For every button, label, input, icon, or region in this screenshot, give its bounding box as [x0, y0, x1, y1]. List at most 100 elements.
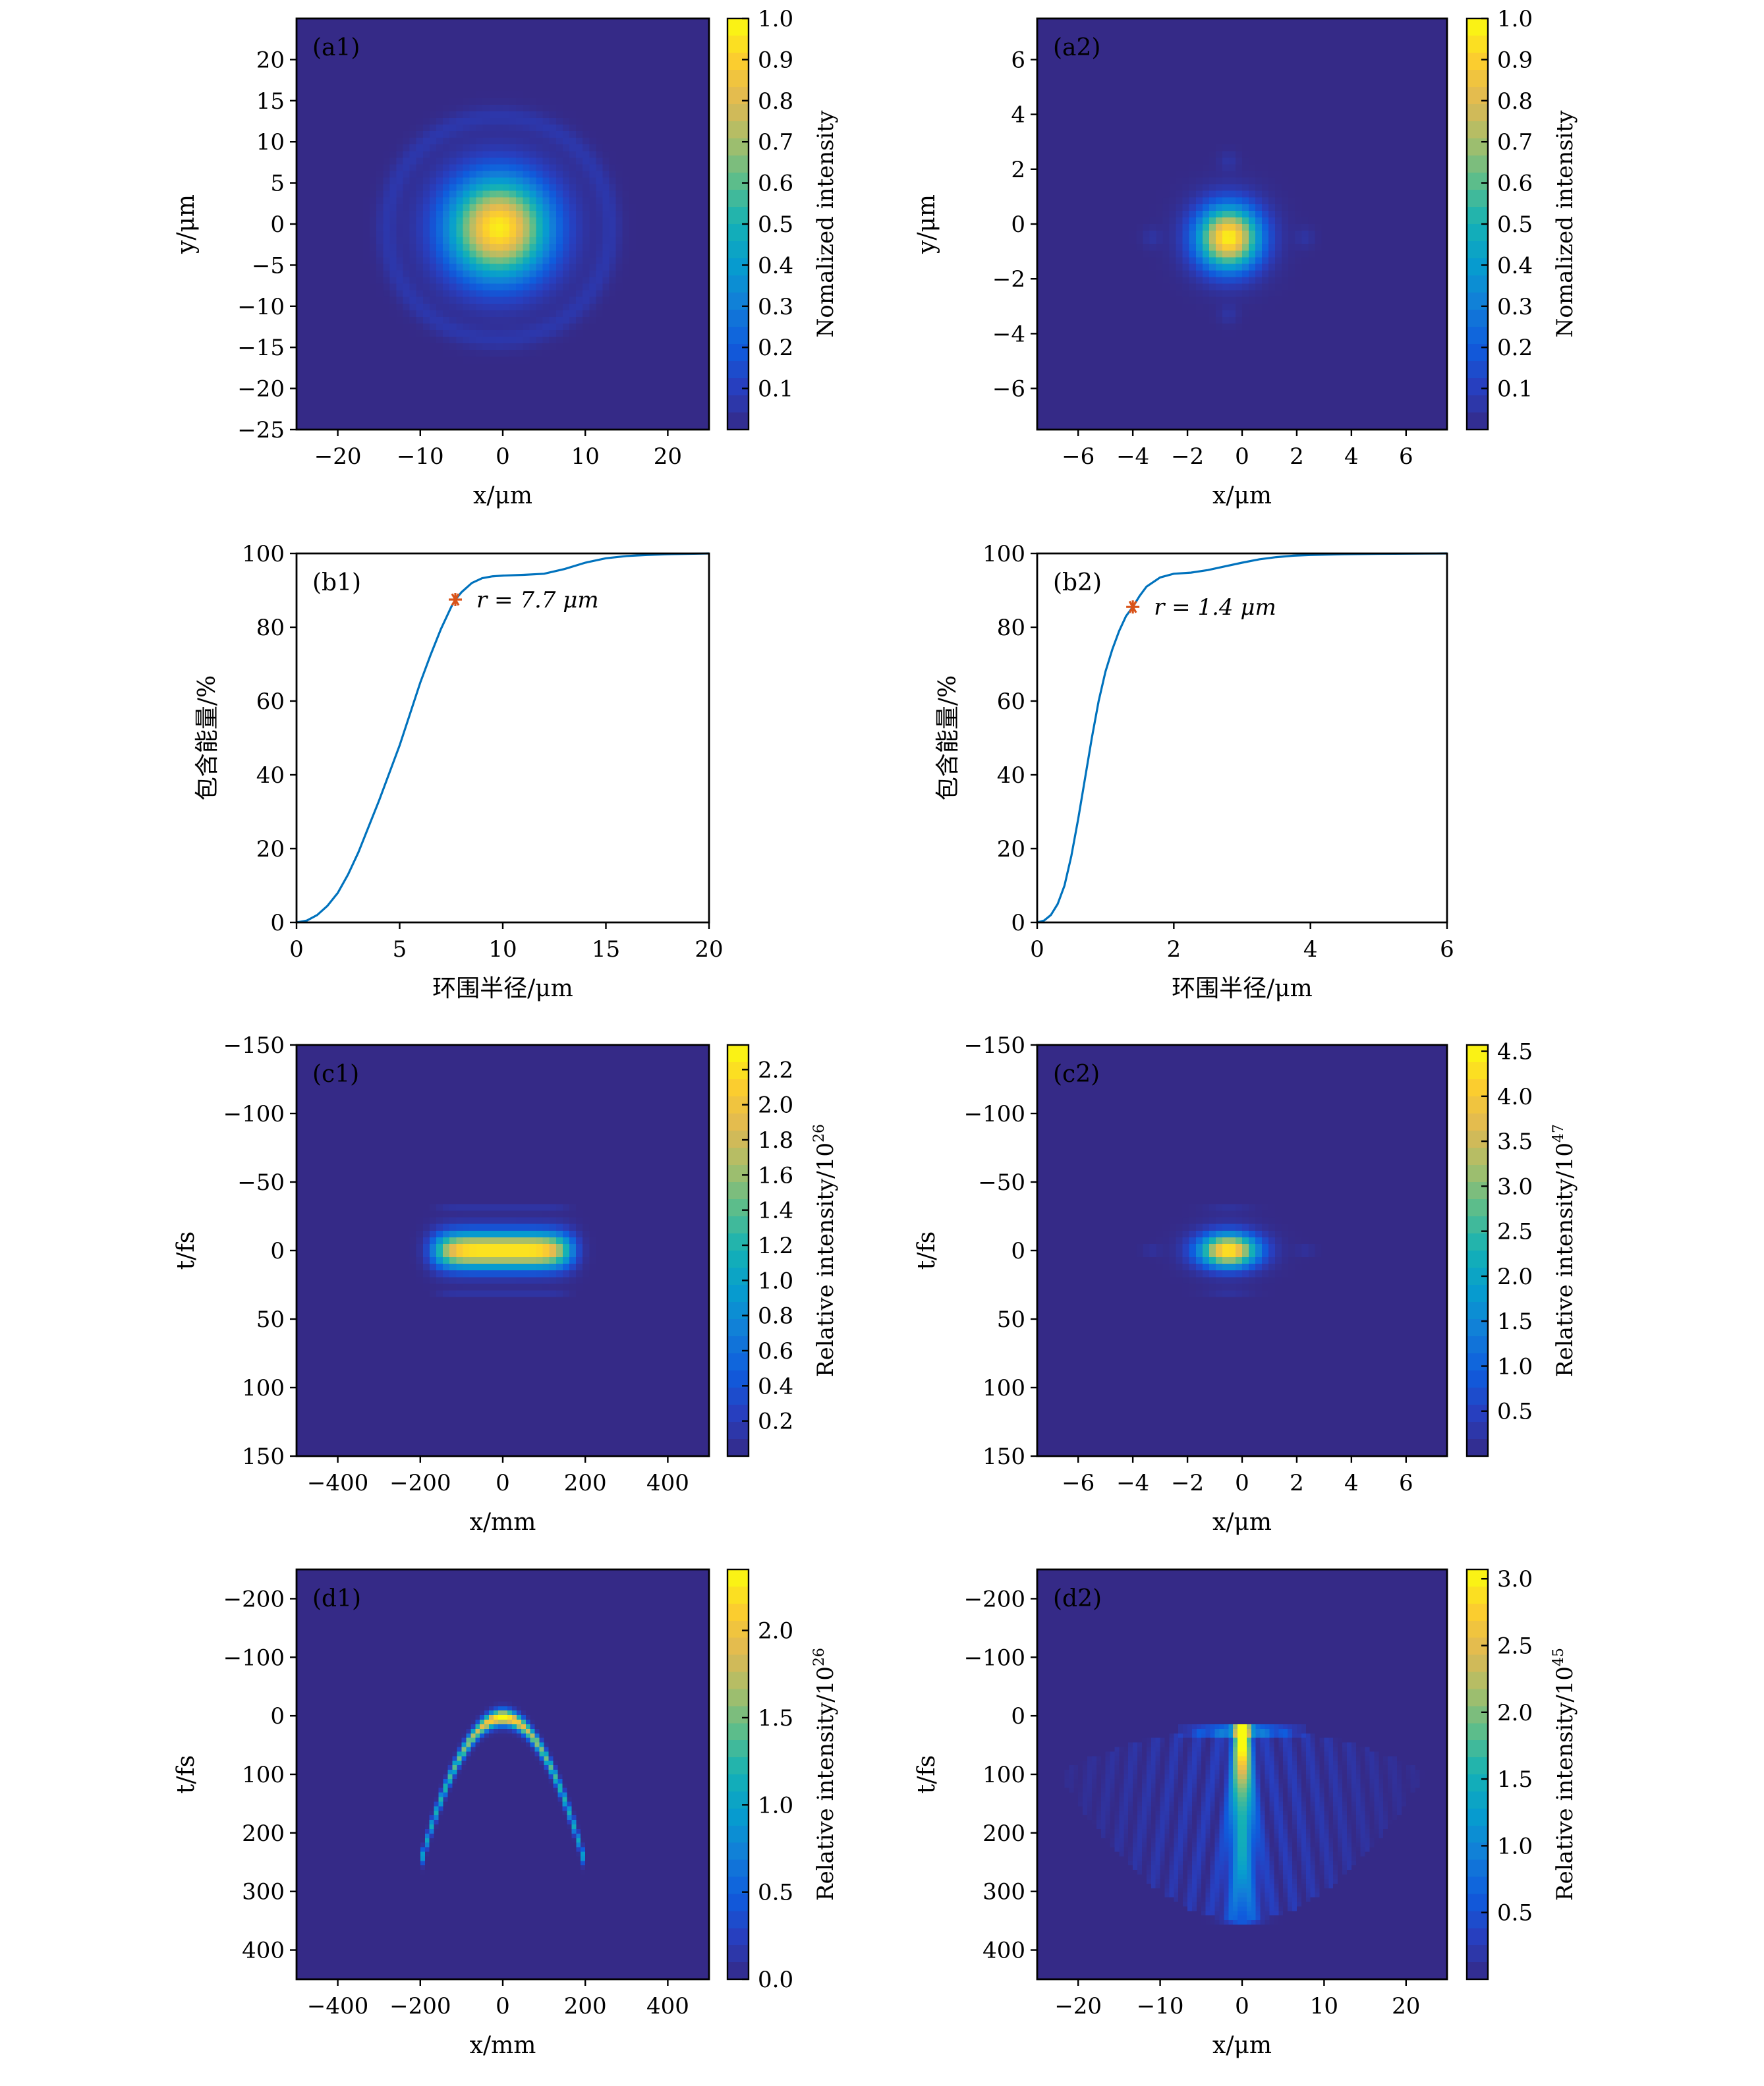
colorbar-gradient [727, 1569, 749, 1979]
y-tick-label: 40 [256, 762, 285, 789]
x-tick-label: 2 [1290, 1470, 1304, 1496]
y-tick-label: 60 [256, 689, 285, 715]
y-tick-label: 15 [256, 88, 285, 115]
marker-star [449, 593, 463, 606]
colorbar-label: Relative intensity/1026 [811, 1648, 839, 1901]
colorbar-tick-label: 0.4 [1497, 252, 1533, 279]
colorbar-label: Relative intensity/1026 [811, 1124, 839, 1377]
y-tick-label: 0 [1011, 910, 1025, 936]
colorbar-tick-label: 0.5 [1497, 1399, 1533, 1425]
y-tick-label: −200 [964, 1586, 1025, 1612]
y-tick-label: 20 [997, 836, 1025, 862]
y-tick-label: 0 [270, 910, 285, 936]
x-tick-label: 4 [1344, 1470, 1359, 1496]
colorbar-exponent: 26 [811, 1124, 828, 1142]
y-tick-label: −50 [978, 1170, 1025, 1196]
x-tick-label: −4 [1116, 1470, 1149, 1496]
y-tick-label: −6 [992, 376, 1025, 403]
y-axis-label: y/μm [173, 194, 200, 254]
panel-label: (c2) [1053, 1061, 1100, 1088]
colorbar-tick-label: 0.5 [758, 211, 793, 238]
colorbar-tick-label: 1.0 [758, 6, 793, 32]
y-tick-label: 40 [997, 762, 1025, 789]
colorbar-tick-label: 0.6 [758, 1338, 793, 1365]
colorbar-tick-label: 0.4 [758, 1373, 793, 1399]
axes-frame [295, 1568, 710, 1981]
y-tick-label: 100 [242, 541, 285, 567]
colorbar-tick-label: 0.3 [758, 294, 793, 320]
x-tick-label: 20 [1392, 1993, 1420, 2019]
colorbar-tick-label: 1.5 [1497, 1309, 1533, 1335]
colorbar-tick-label: 4.5 [1497, 1039, 1533, 1065]
colorbar-gradient [1467, 1569, 1488, 1979]
y-axis-label: 包含能量/% [934, 675, 961, 801]
colorbar-tick-label: 4.0 [1497, 1084, 1533, 1110]
colorbar-label-text: Relative intensity/10 [812, 1666, 839, 1901]
panel-label: (a2) [1053, 34, 1100, 61]
x-tick-label: −2 [1171, 1470, 1204, 1496]
x-tick-label: 4 [1303, 936, 1318, 963]
y-tick-label: 60 [997, 689, 1025, 715]
y-tick-label: 100 [982, 541, 1025, 567]
colorbar-tick-label: 0.0 [758, 1967, 793, 1993]
y-tick-label: 20 [256, 47, 285, 73]
y-tick-label: 5 [270, 171, 285, 197]
colorbar-tick-label: 0.8 [758, 88, 793, 115]
x-tick-label: 6 [1399, 443, 1413, 470]
y-tick-label: 0 [270, 1703, 285, 1730]
panel-b1 [290, 552, 710, 929]
colorbar-tick-label: 2.5 [1497, 1219, 1533, 1245]
x-tick-label: 6 [1399, 1470, 1413, 1496]
x-tick-label: 0 [1030, 936, 1044, 963]
y-tick-label: 20 [256, 836, 285, 862]
y-tick-label: −25 [237, 417, 285, 443]
y-tick-label: 100 [982, 1375, 1025, 1401]
y-tick-label: 80 [997, 615, 1025, 641]
heatmap-image [297, 1045, 709, 1456]
panel-label: (b2) [1053, 569, 1102, 596]
x-tick-label: −6 [1062, 1470, 1095, 1496]
heatmap-image [297, 1569, 709, 1979]
x-tick-label: 0 [1235, 443, 1249, 470]
x-tick-label: 10 [488, 936, 517, 963]
y-tick-label: 150 [982, 1444, 1025, 1470]
y-tick-label: −20 [237, 376, 285, 403]
x-axis-label: x/μm [1212, 2032, 1272, 2059]
marker-star [1126, 600, 1140, 614]
y-tick-label: 0 [1011, 1703, 1025, 1730]
x-tick-label: 2 [1290, 443, 1304, 470]
colorbar-tick-label: 1.2 [758, 1233, 793, 1259]
x-axis-label: x/mm [470, 1509, 536, 1536]
colorbar-tick-label: 1.4 [758, 1198, 793, 1224]
colorbar-label-text: Nomalized intensity [1552, 110, 1578, 338]
y-tick-label: −100 [964, 1645, 1025, 1671]
x-tick-label: 200 [564, 1470, 607, 1496]
colorbar-label-text: Nomalized intensity [812, 110, 839, 338]
x-axis-label: 环围半径/μm [432, 975, 573, 1002]
x-tick-label: 20 [654, 443, 682, 470]
colorbar-tick-label: 0.1 [758, 376, 793, 403]
colorbar-tick-label: 2.0 [1497, 1264, 1533, 1290]
colorbar-label-text: Relative intensity/10 [1552, 1142, 1578, 1377]
y-tick-label: 200 [982, 1820, 1025, 1847]
y-tick-label: 50 [997, 1307, 1025, 1333]
colorbar-tick-label: 0.8 [758, 1303, 793, 1330]
colorbar-tick-label: 0.7 [758, 129, 793, 155]
x-tick-label: −200 [389, 1993, 451, 2019]
y-tick-label: 300 [982, 1879, 1025, 1905]
x-axis-label: x/μm [473, 482, 532, 509]
colorbar-label: Relative intensity/1045 [1551, 1648, 1578, 1901]
colorbar-tick-label: 1.0 [758, 1792, 793, 1818]
colorbar-tick-label: 0.9 [1497, 47, 1533, 73]
panel-label: (c1) [312, 1061, 359, 1088]
colorbar-frame [1465, 1044, 1489, 1457]
colorbar-tick-label: 0.1 [1497, 376, 1533, 403]
colorbar-tick-label: 0.6 [1497, 171, 1533, 197]
y-tick-label: −4 [992, 321, 1025, 347]
x-tick-label: 15 [592, 936, 620, 963]
x-tick-label: 200 [564, 1993, 607, 2019]
colorbar-tick-label: 1.0 [1497, 6, 1533, 32]
colorbar-tick-label: 2.0 [758, 1092, 793, 1119]
colorbar-tick-label: 0.2 [758, 335, 793, 361]
